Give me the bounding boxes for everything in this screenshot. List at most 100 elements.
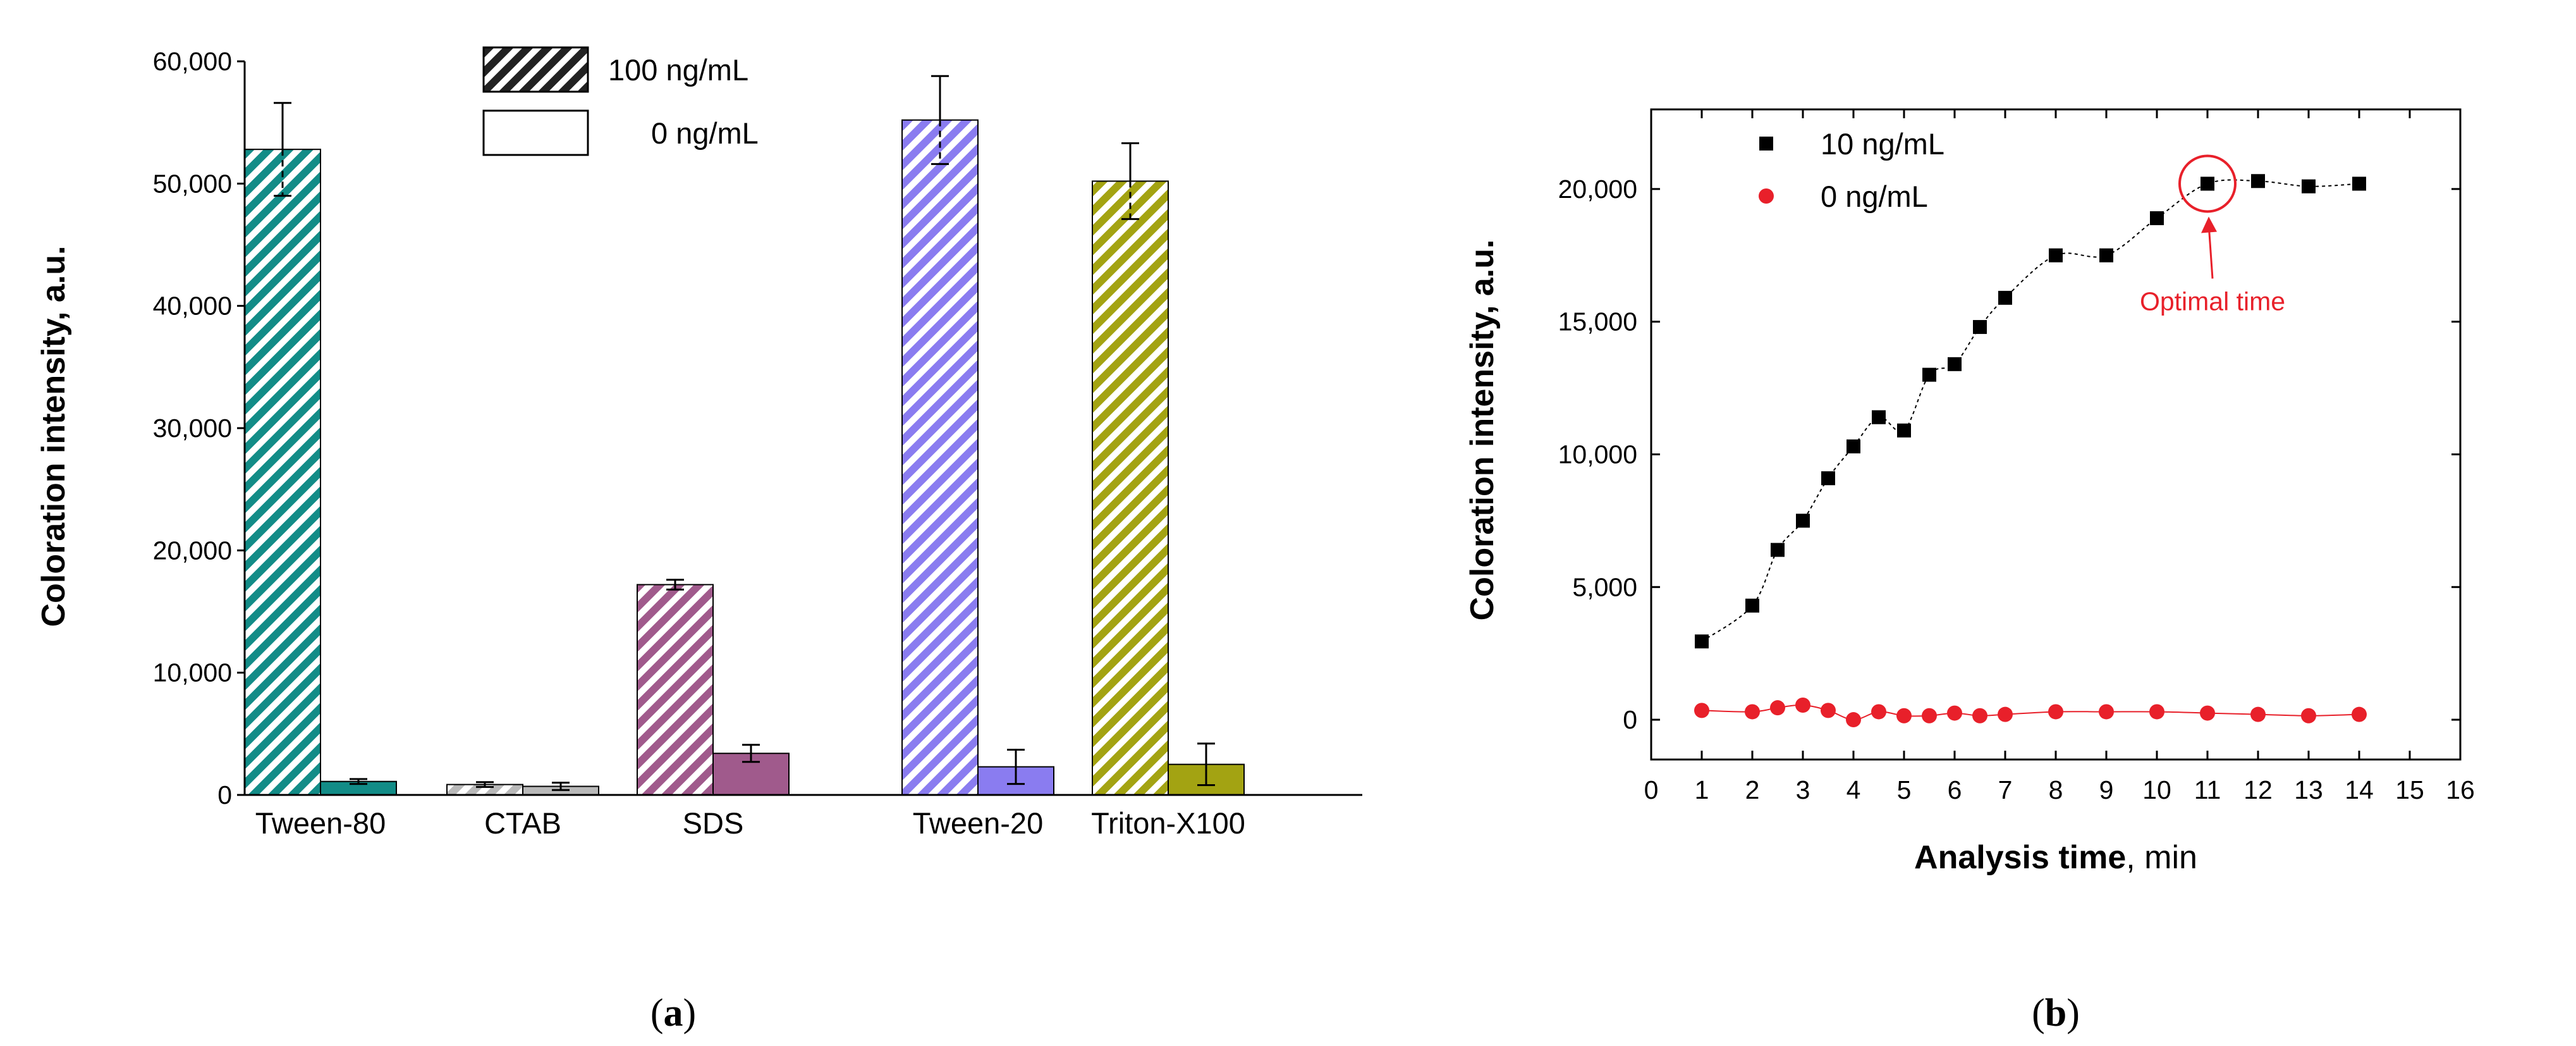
legend-label-100-ng: 100 ng/mL <box>608 53 748 87</box>
category-label-tween-20: Tween-20 <box>913 806 1043 840</box>
legend-swatch-0-ng <box>482 109 589 156</box>
point-10-ng-ml <box>1695 634 1709 649</box>
x-tick-label: 4 <box>1847 775 1861 804</box>
point-10-ng-ml <box>1771 543 1785 557</box>
x-tick-label: 15 <box>2395 775 2424 804</box>
point-10-ng-ml <box>1796 514 1810 528</box>
y-tick-label: 60,000 <box>153 47 232 76</box>
x-tick-label: 10 <box>2142 775 2171 804</box>
bar-sds-100-ng-ml <box>637 584 714 796</box>
point-10-ng-ml <box>1998 290 2012 305</box>
x-tick-label: 11 <box>2194 775 2221 804</box>
x-tick-label: 14 <box>2345 775 2374 804</box>
category-label-ctab: CTAB <box>484 806 561 840</box>
y-tick-label: 20,000 <box>153 536 232 565</box>
category-label-sds: SDS <box>683 806 744 840</box>
point-0-ng-ml <box>2352 706 2367 722</box>
x-tick-label: 5 <box>1897 775 1912 804</box>
category-label-triton-x100: Triton-X100 <box>1091 806 1245 840</box>
panel-b-letter: b <box>2045 992 2066 1035</box>
legend-label-0-ng: 0 ng/mL <box>651 116 759 150</box>
x-tick-label: 0 <box>1644 775 1659 804</box>
x-tick-label: 16 <box>2446 775 2475 804</box>
chart-b-y-ticks: 0 5,000 10,000 15,000 20,000 <box>1558 175 2460 734</box>
point-0-ng-ml <box>1795 697 1810 713</box>
optimal-time-label: Optimal time <box>2140 286 2285 316</box>
chart-b-scatter: Coloration intensity, a.u. Analysis time… <box>1464 108 2475 1035</box>
x-tick-label: 8 <box>2049 775 2063 804</box>
chart-b-plot-frame <box>1650 108 2462 761</box>
y-tick-label: 20,000 <box>1558 175 1637 204</box>
point-0-ng-ml <box>1846 712 1861 728</box>
point-0-ng-ml <box>2200 705 2215 721</box>
point-10-ng-ml <box>2302 179 2316 194</box>
bar-tween-80-100-ng-ml <box>244 149 321 796</box>
y-tick-label: 40,000 <box>153 292 232 321</box>
x-tick-label: 7 <box>1998 775 2013 804</box>
point-10-ng-ml <box>1897 423 1911 438</box>
chart-b-points <box>1694 174 2367 728</box>
point-0-ng-ml <box>1821 703 1836 718</box>
chart-b-trend-lines <box>1701 179 2360 721</box>
chart-a-category-labels: Tween-80 CTAB SDS Tween-20 Triton-X100 <box>255 806 1245 840</box>
point-10-ng-ml <box>1847 439 1860 453</box>
chart-a-y-axis-title: Coloration intensity, a.u. <box>35 246 72 627</box>
y-tick-label: 10,000 <box>153 658 232 687</box>
chart-b-legend: 10 ng/mL 0 ng/mL <box>1759 127 1944 213</box>
category-label-tween-80: Tween-80 <box>255 806 386 840</box>
point-10-ng-ml <box>1821 471 1835 486</box>
x-tick-label: 2 <box>1745 775 1760 804</box>
legend-marker-10-ng <box>1759 137 1773 151</box>
point-10-ng-ml <box>2352 176 2366 191</box>
point-0-ng-ml <box>1745 704 1760 720</box>
x-tick-label: 1 <box>1695 775 1709 804</box>
point-0-ng-ml <box>1770 700 1785 716</box>
point-0-ng-ml <box>1922 708 1937 723</box>
y-tick-label: 5,000 <box>1572 572 1637 601</box>
legend-marker-0-ng <box>1759 188 1774 204</box>
point-10-ng-ml <box>1922 367 1936 382</box>
x-title-unit-part: , min <box>2126 839 2197 876</box>
point-10-ng-ml <box>1973 320 1987 335</box>
chart-b-y-axis-title: Coloration intensity, a.u. <box>1464 240 1501 621</box>
panel-b-close-paren: ) <box>2066 992 2080 1035</box>
y-tick-label: 0 <box>217 780 232 809</box>
legend-swatch-100-ng <box>482 46 589 93</box>
point-0-ng-ml <box>2301 708 2316 723</box>
point-0-ng-ml <box>1972 708 1987 723</box>
point-10-ng-ml <box>2099 248 2113 262</box>
point-10-ng-ml <box>1745 598 1759 613</box>
trend-line-10-ng-ml <box>1701 179 2360 643</box>
point-10-ng-ml <box>2201 176 2214 191</box>
point-0-ng-ml <box>2099 704 2114 720</box>
point-10-ng-ml <box>1872 410 1886 424</box>
point-0-ng-ml <box>2149 704 2164 720</box>
x-tick-label: 12 <box>2243 775 2273 804</box>
x-title-bold-part: Analysis time <box>1914 839 2126 876</box>
x-tick-label: 3 <box>1796 775 1810 804</box>
panel-a-open-paren: ( <box>650 992 664 1035</box>
point-0-ng-ml <box>1694 703 1709 718</box>
point-0-ng-ml <box>2048 704 2063 720</box>
point-10-ng-ml <box>1948 357 1962 371</box>
chart-b-x-axis-title: Analysis time, min <box>1914 839 2197 876</box>
chart-a-bar: Coloration intensity, a.u. 0 10,000 20,000… <box>35 46 1362 1035</box>
chart-a-bars <box>244 75 1245 796</box>
chart-b-x-ticks: 0 1 2 3 4 5 6 7 8 9 10 11 12 13 14 15 16 <box>1644 109 2475 804</box>
point-10-ng-ml <box>2049 248 2063 262</box>
legend-label-0-ng-b: 0 ng/mL <box>1821 180 1928 213</box>
x-tick-label: 6 <box>1948 775 1962 804</box>
optimal-time-arrowhead <box>2201 216 2217 233</box>
x-tick-label: 13 <box>2294 775 2323 804</box>
optimal-time-circle <box>2178 154 2237 213</box>
point-0-ng-ml <box>1896 708 1912 723</box>
chart-a-legend: 100 ng/mL 0 ng/mL <box>482 46 759 156</box>
y-tick-label: 50,000 <box>153 169 232 198</box>
y-tick-label: 10,000 <box>1558 440 1637 469</box>
y-tick-label: 15,000 <box>1558 307 1637 336</box>
point-0-ng-ml <box>1998 706 2013 722</box>
chart-a-y-ticks: 0 10,000 20,000 30,000 40,000 50,000 60,000 <box>153 47 245 809</box>
point-0-ng-ml <box>1947 705 1962 721</box>
point-10-ng-ml <box>2251 174 2265 188</box>
